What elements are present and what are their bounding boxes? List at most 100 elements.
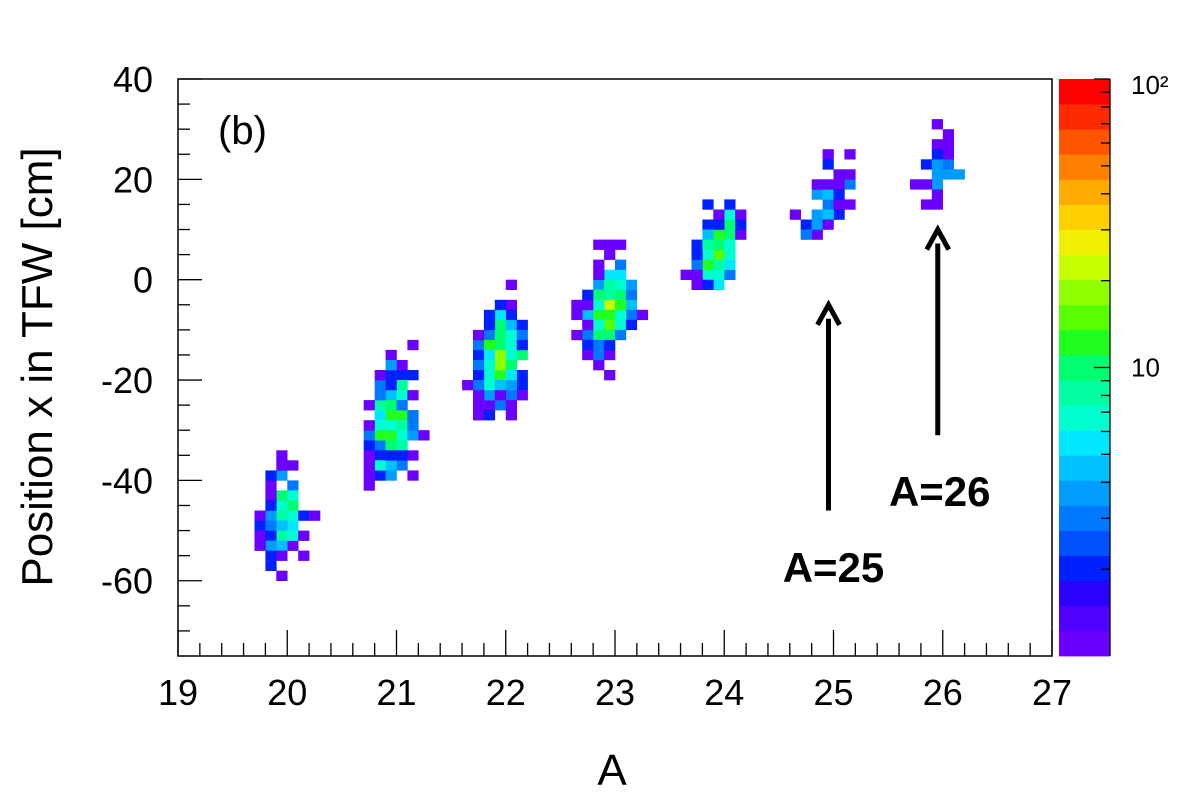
- heatmap-cell: [516, 380, 528, 391]
- heatmap-cell: [254, 510, 266, 521]
- heatmap-cell: [680, 269, 692, 280]
- heatmap-cell: [374, 450, 386, 461]
- heatmap-cell: [942, 139, 954, 150]
- heatmap-cell: [702, 269, 714, 280]
- heatmap-cell: [385, 450, 397, 461]
- heatmap-cell: [800, 219, 812, 230]
- heatmap-cell: [615, 279, 627, 290]
- color-scale-step: [1059, 455, 1110, 481]
- annotation-label: A=26: [889, 468, 991, 515]
- heatmap-cell: [505, 400, 517, 411]
- heatmap-cell: [942, 129, 954, 140]
- heatmap-cell: [385, 349, 397, 361]
- heatmap-cell: [636, 309, 649, 321]
- heatmap-cell: [833, 189, 845, 200]
- heatmap-cell: [385, 470, 397, 481]
- heatmap-cell: [254, 530, 266, 541]
- heatmap-cell: [516, 349, 528, 361]
- heatmap-cell: [593, 259, 605, 270]
- heatmap-cell: [287, 500, 299, 511]
- annotations: A=25A=26: [783, 224, 991, 591]
- heatmap-cell: [309, 510, 321, 521]
- color-scale-step: [1059, 380, 1110, 406]
- heatmap-cell: [396, 380, 408, 391]
- heatmap-cell: [494, 349, 506, 361]
- heatmap-cell: [582, 319, 594, 331]
- heatmap-cell: [593, 309, 605, 321]
- heatmap-cell: [615, 259, 627, 270]
- heatmap-cell: [593, 239, 605, 250]
- x-tick-label: 26: [923, 672, 963, 713]
- heatmap-cell: [571, 309, 583, 321]
- heatmap-cell: [582, 339, 594, 351]
- heatmap-cell: [494, 319, 506, 331]
- heatmap-cell: [483, 400, 496, 411]
- heatmap-cell: [298, 510, 310, 521]
- heatmap-cell: [418, 430, 430, 441]
- color-scale-step: [1059, 129, 1110, 155]
- heatmap-cell: [516, 370, 528, 381]
- heatmap-cell: [713, 259, 725, 270]
- heatmap-cell: [593, 329, 605, 341]
- heatmap-cell: [713, 229, 725, 240]
- heatmap-cell: [363, 420, 375, 431]
- heatmap-cell: [931, 179, 943, 190]
- heatmap-cell: [276, 510, 288, 521]
- heatmap-cell: [265, 470, 277, 481]
- heatmap-cell: [298, 530, 310, 541]
- heatmap-cell: [615, 239, 627, 250]
- heatmap-cell: [800, 229, 812, 240]
- heatmap-cell: [593, 349, 605, 361]
- heatmap-cell: [822, 219, 834, 230]
- x-tick-label: 22: [486, 672, 526, 713]
- x-tick-label: 24: [704, 672, 744, 713]
- heatmap-cell: [483, 360, 496, 371]
- y-tick-label: 20: [113, 159, 153, 200]
- y-tick-label: 40: [113, 59, 153, 100]
- heatmap-cell: [691, 239, 703, 250]
- heatmap-cell: [942, 149, 954, 160]
- heatmap-cell: [265, 550, 277, 561]
- heatmap-cell: [811, 219, 823, 230]
- heatmap-cell: [473, 380, 485, 391]
- heatmap-cell: [287, 510, 299, 521]
- heatmap-cell: [735, 219, 747, 230]
- heatmap-cell: [483, 410, 496, 421]
- heatmap-cell: [702, 259, 714, 270]
- heatmap-cell: [494, 360, 506, 371]
- heatmap-cell: [462, 380, 474, 391]
- heatmap-cell: [396, 440, 408, 451]
- heatmap-cell: [276, 470, 288, 481]
- heatmap-cell: [396, 460, 408, 471]
- heatmap-cell: [483, 339, 496, 351]
- heatmap-cell: [713, 209, 725, 220]
- heatmap-cell: [276, 540, 288, 551]
- heatmap-cells: [254, 119, 965, 581]
- heatmap-cell: [822, 199, 834, 210]
- heatmap-cell: [298, 550, 310, 561]
- heatmap-cell: [702, 199, 714, 210]
- heatmap-cell: [385, 430, 397, 441]
- heatmap-cell: [407, 420, 419, 431]
- heatmap-cell: [407, 410, 419, 421]
- heatmap-cell: [276, 450, 288, 461]
- heatmap-cell: [604, 279, 616, 290]
- heatmap-cell: [505, 370, 517, 381]
- x-tick-label: 20: [267, 672, 307, 713]
- heatmap-cell: [625, 309, 638, 321]
- heatmap-cell: [385, 410, 397, 421]
- heatmap-cell: [931, 119, 943, 130]
- heatmap-cell: [494, 309, 506, 321]
- heatmap-cell: [724, 219, 736, 230]
- heatmap-cell: [505, 390, 517, 401]
- color-scale-step: [1059, 179, 1110, 205]
- heatmap-cell: [724, 229, 736, 240]
- heatmap-cell: [505, 279, 517, 290]
- heatmap-cell: [287, 540, 299, 551]
- color-scale: 10 10²: [1059, 70, 1169, 657]
- heatmap-cell: [483, 329, 496, 341]
- heatmap-cell: [483, 309, 496, 321]
- heatmap-cell: [483, 349, 496, 361]
- heatmap-cell: [374, 370, 386, 381]
- heatmap-cell: [374, 440, 386, 451]
